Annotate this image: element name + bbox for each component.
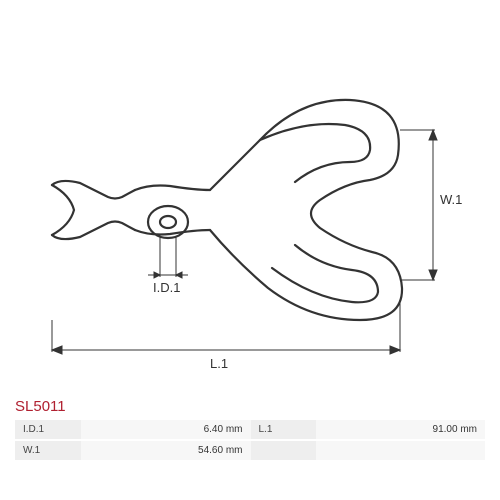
diagram-container: L.1 W.1 I.D.1 SL5011 I.D.1 6.40 mm L.1 9… (0, 0, 500, 500)
dim-label-width: W.1 (440, 192, 462, 207)
spec-name: I.D.1 (15, 420, 81, 440)
table-row: I.D.1 6.40 mm L.1 91.00 mm (15, 420, 485, 440)
table-row: W.1 54.60 mm (15, 440, 485, 461)
spec-value: 54.60 mm (81, 440, 250, 461)
spec-value: 6.40 mm (81, 420, 250, 440)
spec-name: W.1 (15, 440, 81, 461)
spec-name (251, 440, 316, 461)
spec-value (316, 440, 485, 461)
dim-label-length: L.1 (210, 356, 228, 371)
spec-name: L.1 (251, 420, 316, 440)
part-number: SL5011 (15, 398, 66, 415)
spec-value: 91.00 mm (316, 420, 485, 440)
spec-table: I.D.1 6.40 mm L.1 91.00 mm W.1 54.60 mm (15, 420, 485, 462)
dim-label-id: I.D.1 (153, 280, 180, 295)
